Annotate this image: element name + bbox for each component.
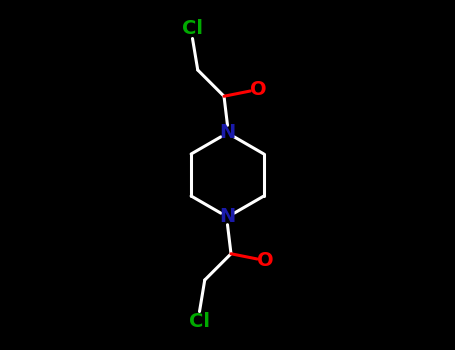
Text: O: O [257,251,273,270]
Text: N: N [219,124,236,142]
Text: Cl: Cl [182,19,203,38]
Text: Cl: Cl [189,312,210,331]
Text: O: O [250,80,266,99]
Text: N: N [219,208,236,226]
